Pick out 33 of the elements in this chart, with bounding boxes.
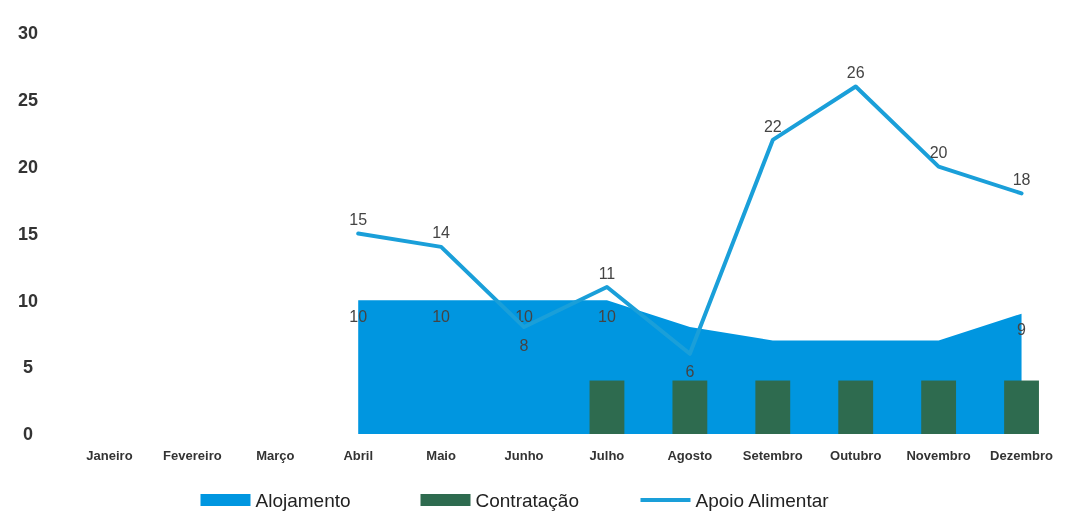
data-label: 15 — [349, 211, 368, 229]
x-tick-label: Dezembro — [990, 448, 1054, 463]
data-label: 10 — [432, 307, 451, 325]
data-label: 22 — [763, 117, 782, 135]
x-tick-label: Março — [256, 448, 295, 463]
x-tick-label: Janeiro — [86, 448, 133, 463]
x-tick-label: Agosto — [667, 448, 713, 463]
x-tick-label: Setembro — [742, 448, 803, 463]
y-tick-label: 10 — [17, 290, 39, 311]
data-label: 26 — [846, 64, 865, 82]
legend-label: Contratação — [475, 489, 580, 511]
legend-label: Apoio Alimentar — [695, 489, 830, 511]
x-tick-label: Fevereiro — [163, 448, 222, 463]
x-tick-label: Julho — [589, 448, 625, 463]
x-tick-label: Outubro — [830, 448, 882, 463]
y-tick-label: 0 — [22, 424, 34, 445]
legend-label: Alojamento — [255, 489, 351, 511]
y-tick-label: 20 — [17, 156, 39, 177]
data-label: 18 — [1012, 171, 1031, 188]
y-tick-label: 15 — [17, 223, 39, 244]
data-label: 14 — [432, 224, 451, 242]
data-label: 10 — [598, 307, 616, 325]
x-tick-label: Novembro — [906, 448, 971, 463]
data-label: 6 — [685, 363, 695, 381]
y-tick-label: 5 — [22, 357, 34, 378]
x-tick-label: Abril — [343, 448, 374, 463]
data-label: 11 — [598, 264, 616, 282]
data-label: 8 — [519, 336, 529, 354]
y-tick-label: 25 — [17, 90, 39, 111]
data-label: 20 — [929, 144, 948, 162]
y-tick-label: 30 — [17, 23, 39, 44]
x-tick-label: Junho — [504, 448, 544, 463]
x-tick-label: Maio — [426, 448, 456, 463]
